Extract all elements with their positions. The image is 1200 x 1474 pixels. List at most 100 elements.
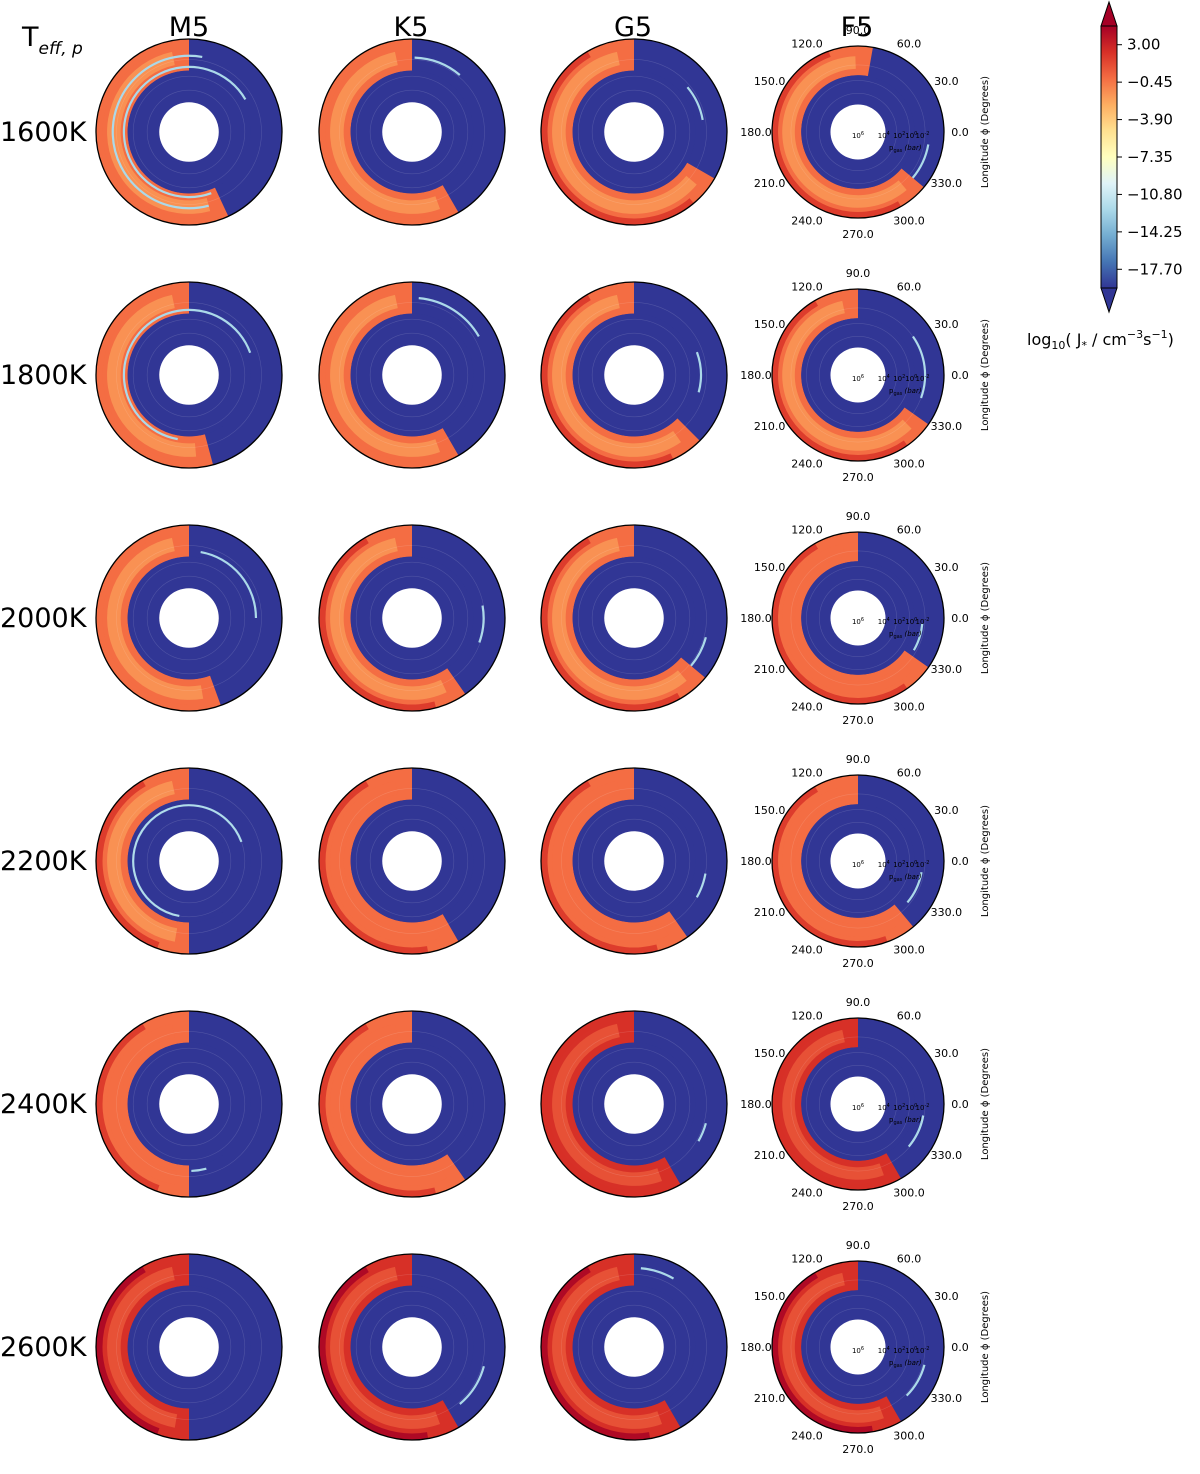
panel-border bbox=[771, 1260, 945, 1434]
panel-center-hole bbox=[159, 345, 219, 405]
angle-tick-label: 60.0 bbox=[897, 1010, 922, 1023]
polar-panel bbox=[95, 38, 283, 226]
panel-dayside-band bbox=[107, 1266, 178, 1428]
radial-tick-label: 106 bbox=[852, 1346, 864, 1355]
panel-center-hole bbox=[159, 102, 219, 162]
panel-center-hole bbox=[830, 833, 886, 889]
panel-border bbox=[771, 531, 945, 705]
polar-panel bbox=[318, 767, 506, 955]
angle-tick-label: 90.0 bbox=[846, 753, 871, 766]
polar-panel bbox=[318, 38, 506, 226]
panel-dayside-band bbox=[552, 537, 687, 700]
angle-tick-label: 60.0 bbox=[897, 281, 922, 294]
panel-grid-circle bbox=[339, 545, 485, 691]
panel-center-hole bbox=[382, 588, 442, 648]
panel-dayside-band bbox=[552, 294, 681, 457]
panel-dayside-band bbox=[107, 1023, 178, 1185]
colorbar-extend-top bbox=[1100, 0, 1118, 27]
radial-tick-label: 100 bbox=[905, 860, 917, 869]
polar-panel bbox=[95, 767, 283, 955]
polar-panel: 0.0 30.0 60.0 90.0 120.0 150.0 180.0 210.0 240.0… bbox=[740, 267, 991, 484]
colorbar-body bbox=[1100, 25, 1118, 289]
radial-tick-label: 104 bbox=[878, 374, 890, 383]
radial-tick-label: 10-2 bbox=[916, 860, 930, 869]
radial-tick-label: 10-2 bbox=[916, 1103, 930, 1112]
panel-inner-ring bbox=[801, 1047, 915, 1161]
angle-tick-label: 180.0 bbox=[740, 855, 772, 868]
panel-border bbox=[95, 524, 283, 712]
colorbar-tick-label: −0.45 bbox=[1127, 73, 1173, 91]
panel-transition-line bbox=[695, 873, 707, 898]
panel-grid-circle bbox=[591, 575, 677, 661]
panel-grid-circle bbox=[355, 75, 469, 189]
panel-center-hole bbox=[159, 1317, 219, 1377]
angle-axis-label: Longitude ϕ (Degrees) bbox=[980, 76, 991, 188]
panel-transition-line bbox=[911, 144, 930, 179]
angle-tick-label: 330.0 bbox=[931, 1392, 963, 1405]
panel-grid-circle bbox=[790, 307, 926, 443]
panel-dayside-band bbox=[107, 294, 197, 457]
panel-inner-ring bbox=[127, 313, 251, 437]
panel-border bbox=[540, 1010, 728, 1198]
angle-tick-label: 270.0 bbox=[842, 1443, 874, 1456]
panel-grid-circle bbox=[339, 1274, 485, 1420]
column-header-f5: F5 bbox=[841, 12, 874, 43]
angle-tick-label: 240.0 bbox=[791, 457, 823, 470]
panel-grid-circle bbox=[339, 302, 485, 448]
panel-grid-circle bbox=[369, 1061, 455, 1147]
colorbar-tick-label: −14.25 bbox=[1127, 223, 1183, 241]
radial-axis-label: pgas (bar) bbox=[889, 144, 922, 154]
angle-tick-label: 330.0 bbox=[931, 906, 963, 919]
panel-grid-circle bbox=[790, 550, 926, 686]
angle-tick-label: 300.0 bbox=[893, 214, 925, 227]
panel-dayside-band bbox=[782, 1029, 884, 1180]
panel-dayside-band bbox=[330, 1023, 447, 1186]
panel-inner-ring bbox=[350, 70, 474, 194]
radial-tick-label: 10-2 bbox=[916, 617, 930, 626]
angle-tick-label: 60.0 bbox=[897, 38, 922, 51]
angle-tick-label: 270.0 bbox=[842, 714, 874, 727]
panel-transition-line bbox=[478, 605, 485, 643]
panel-center-hole bbox=[382, 1074, 442, 1134]
panel-inner-ring bbox=[572, 1042, 696, 1166]
angle-axis-label: Longitude ϕ (Degrees) bbox=[980, 1048, 991, 1160]
panel-dayside-rim bbox=[96, 780, 160, 949]
panel-dayside-outer bbox=[96, 1011, 189, 1197]
angle-tick-label: 120.0 bbox=[791, 767, 823, 780]
panel-grid-circle bbox=[561, 59, 707, 205]
panel-border bbox=[540, 1253, 728, 1441]
panel-border bbox=[318, 1010, 506, 1198]
panel-center-hole bbox=[604, 588, 664, 648]
panel-inner-ring bbox=[572, 70, 696, 194]
radial-tick-label: 102 bbox=[893, 617, 905, 626]
angle-tick-label: 270.0 bbox=[842, 1200, 874, 1213]
polar-panel bbox=[318, 1010, 506, 1198]
colorbar-tick-label: −7.35 bbox=[1127, 148, 1173, 166]
panel-inner-ring bbox=[350, 1042, 474, 1166]
panel-border bbox=[95, 1010, 283, 1198]
panel-grid-circle bbox=[132, 804, 246, 918]
panel-grid-circle bbox=[591, 1304, 677, 1390]
panel-dayside-band bbox=[782, 543, 912, 694]
panel-dayside-band bbox=[782, 56, 907, 208]
panel-inner-ring bbox=[572, 799, 696, 923]
radial-axis-label: pgas (bar) bbox=[889, 387, 922, 397]
panel-dayside-band bbox=[782, 300, 912, 451]
panel-dayside-outer bbox=[96, 768, 189, 954]
panel-grid-circle bbox=[591, 818, 677, 904]
angle-tick-label: 60.0 bbox=[897, 1253, 922, 1266]
angle-tick-label: 30.0 bbox=[934, 804, 959, 817]
angle-axis-label: Longitude ϕ (Degrees) bbox=[980, 562, 991, 674]
panel-transition-line bbox=[906, 871, 923, 904]
radial-tick-label: 100 bbox=[905, 1103, 917, 1112]
panel-inner-ring bbox=[801, 561, 915, 675]
panel-center-hole bbox=[604, 831, 664, 891]
angle-tick-label: 150.0 bbox=[754, 318, 786, 331]
panel-center-hole bbox=[382, 345, 442, 405]
angle-tick-label: 0.0 bbox=[951, 855, 969, 868]
angle-tick-label: 300.0 bbox=[893, 1186, 925, 1199]
polar-panels: 0.0 30.0 60.0 90.0 120.0 150.0 180.0 210.0 240.0… bbox=[95, 24, 991, 1456]
panel-grid-circle bbox=[577, 1290, 691, 1404]
radial-tick-label: 100 bbox=[905, 374, 917, 383]
panel-dayside-band bbox=[107, 51, 211, 214]
